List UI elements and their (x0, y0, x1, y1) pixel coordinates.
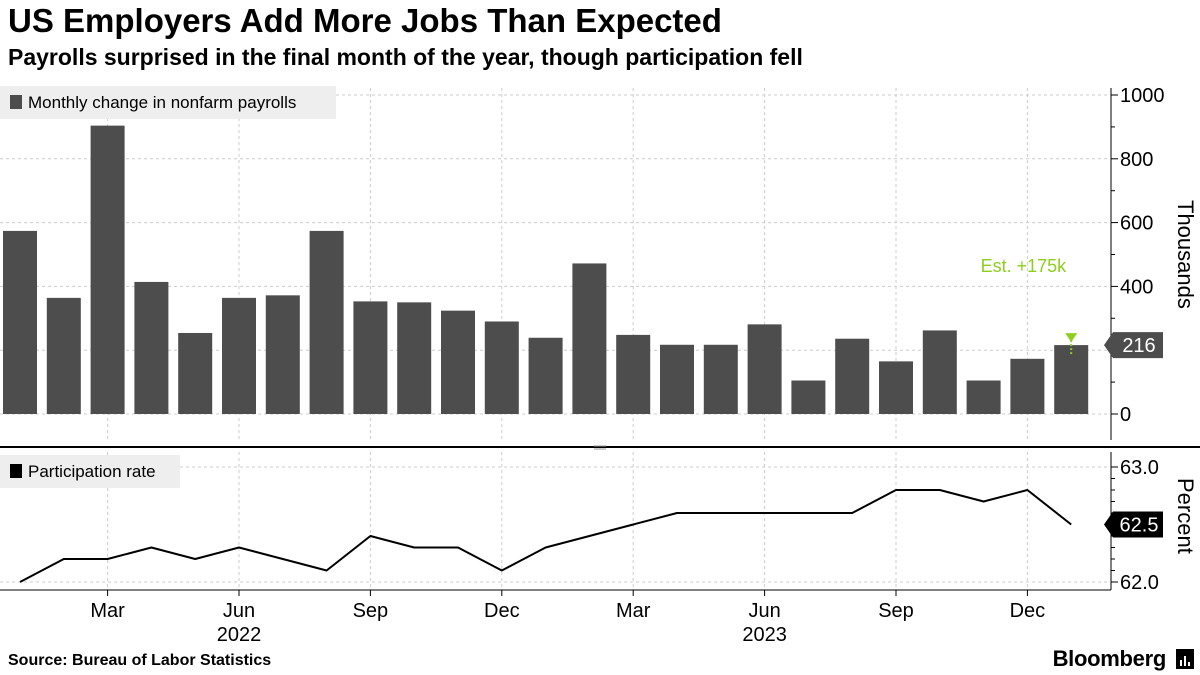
estimate-annotation: Est. +175k (981, 256, 1068, 276)
payroll-bar (134, 281, 169, 414)
payroll-bar (572, 263, 607, 414)
x-tick-label: Jun (223, 600, 255, 622)
last-bar-callout: 216 (1104, 332, 1163, 359)
chart-subtitle: Payrolls surprised in the final month of… (8, 44, 803, 70)
payroll-bar (309, 230, 344, 414)
y-tick-label-top: 1000 (1120, 85, 1165, 107)
bloomberg-icon (1176, 649, 1194, 669)
legend-box-bottom (0, 455, 180, 488)
legend-box-top (0, 86, 336, 119)
source-note: Source: Bureau of Labor Statistics (8, 652, 272, 669)
legend-swatch-bar (10, 95, 22, 109)
x-tick-label: Jun (748, 600, 780, 622)
x-tick-label: Mar (616, 600, 651, 622)
y-tick-label-bottom: 63.0 (1120, 457, 1159, 479)
y-tick-label-top: 600 (1120, 213, 1153, 235)
last-line-callout: 62.5 (1104, 511, 1163, 538)
overlay: Monthly change in nonfarm payrolls Partic… (0, 86, 1163, 538)
y-tick-label-top: 400 (1120, 276, 1153, 298)
x-tick-label: Sep (878, 600, 914, 622)
y-tick-label-bottom: 62.0 (1120, 572, 1159, 594)
payroll-bar (528, 337, 563, 414)
x-tick-label: Dec (484, 600, 520, 622)
axis-labels: 0200400600800100062.063.0ThousandsPercen… (90, 85, 1198, 646)
payroll-bar (1054, 345, 1089, 414)
brand-logo: Bloomberg (1052, 646, 1167, 671)
y-tick-label-top: 0 (1120, 404, 1131, 426)
payroll-bar (178, 332, 213, 414)
x-tick-label: Mar (90, 600, 125, 622)
payroll-bar (265, 295, 300, 414)
last-line-callout-box (1104, 511, 1163, 538)
payroll-bar (397, 302, 432, 414)
legend-swatch-line (10, 464, 22, 478)
payroll-bar (747, 324, 782, 414)
payroll-bar (835, 338, 870, 414)
payroll-bar (966, 380, 1001, 414)
legend-label-line: Participation rate (28, 462, 156, 481)
payroll-bar (879, 361, 913, 414)
payroll-bar (3, 230, 37, 414)
last-line-callout-label: 62.5 (1120, 515, 1159, 537)
legend-label-bar: Monthly change in nonfarm payrolls (28, 93, 296, 112)
line-series (19, 489, 1072, 583)
payroll-bar (353, 301, 388, 414)
last-bar-callout-box (1104, 332, 1163, 359)
last-bar-callout-label: 216 (1122, 335, 1155, 357)
y-axis-title-top: Thousands (1173, 200, 1198, 309)
y-tick-label-top: 800 (1120, 149, 1153, 171)
payroll-bar (703, 344, 738, 414)
estimate-arrow-head (1065, 333, 1078, 343)
payroll-bar (616, 334, 651, 414)
payroll-bar (441, 310, 475, 414)
bar-series (3, 125, 1089, 415)
participation-line (19, 489, 1072, 583)
x-tick-label: Sep (353, 600, 389, 622)
payroll-bar (90, 125, 125, 415)
y-axis-title-bottom: Percent (1173, 478, 1198, 554)
payroll-bar (484, 321, 519, 414)
x-year-label: 2022 (217, 624, 262, 646)
x-tick-label: Dec (1010, 600, 1046, 622)
payroll-bar (222, 297, 256, 414)
chart-title: US Employers Add More Jobs Than Expected (8, 2, 722, 39)
payroll-bar (1010, 358, 1045, 414)
payroll-bar (922, 330, 957, 414)
x-year-label: 2023 (742, 624, 787, 646)
payroll-bar (791, 380, 826, 414)
payroll-bar (46, 297, 81, 414)
payroll-bar (660, 344, 694, 414)
grid-lines (0, 88, 1108, 590)
